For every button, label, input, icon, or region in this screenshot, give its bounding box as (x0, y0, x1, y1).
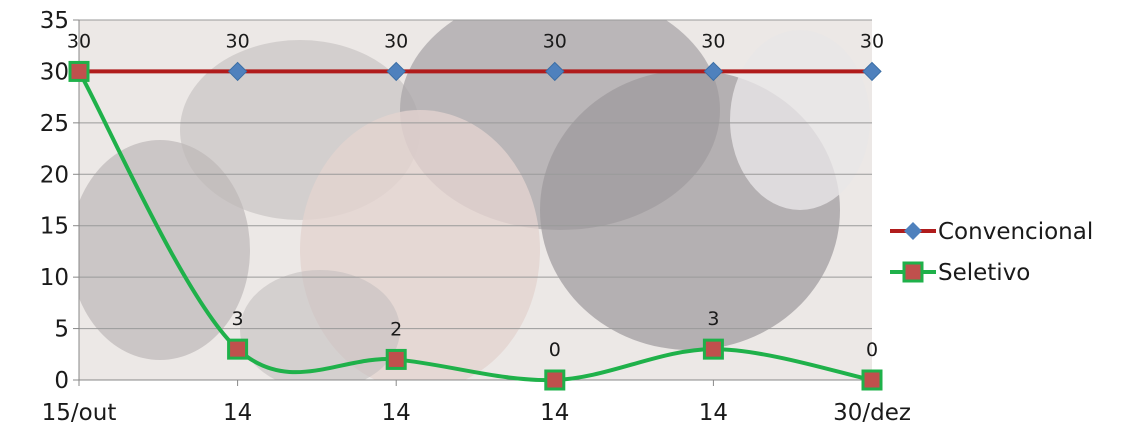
y-tick-label: 20 (40, 162, 69, 188)
y-tick-label: 25 (40, 111, 69, 137)
data-label-seletivo: 0 (866, 339, 878, 361)
x-tick-label: 14 (223, 400, 252, 426)
series-markers (68, 60, 883, 391)
x-tick-label: 15/out (42, 400, 117, 426)
marker-convencional (545, 61, 565, 82)
data-label-seletivo: 3 (232, 308, 244, 330)
y-tick-label: 15 (40, 214, 69, 240)
data-label-convencional: 30 (384, 30, 408, 52)
marker-convencional (703, 61, 724, 82)
gridlines (79, 19, 872, 330)
data-label-seletivo: 2 (390, 318, 402, 340)
marker-seletivo (544, 369, 566, 391)
y-tick-label: 0 (54, 368, 69, 394)
legend-marker-seletivo (902, 261, 924, 283)
x-tick-label: 14 (540, 400, 569, 426)
data-label-convencional: 30 (860, 30, 884, 52)
x-tick-label: 14 (382, 400, 411, 426)
marker-convencional (862, 61, 882, 82)
y-tick-label: 5 (54, 317, 69, 343)
x-tick-labels: 15/out 14 14 14 14 30/dez (42, 400, 911, 426)
marker-seletivo (702, 338, 724, 360)
data-label-seletivo: 0 (549, 339, 561, 361)
marker-convencional (386, 61, 406, 82)
background-photo (79, 20, 872, 380)
legend-label-convencional: Convencional (938, 219, 1093, 245)
legend: Convencional Seletivo (890, 219, 1093, 286)
marker-seletivo (227, 338, 249, 360)
x-tick-label: 14 (699, 400, 728, 426)
y-tick-label: 10 (40, 265, 69, 291)
marker-convencional (227, 61, 248, 82)
x-tick-label: 30/dez (833, 400, 911, 426)
data-label-convencional: 30 (701, 30, 725, 52)
y-tick-labels: 0 5 10 15 20 25 30 35 (40, 8, 69, 394)
data-label-convencional: 30 (226, 30, 250, 52)
legend-label-seletivo: Seletivo (938, 260, 1030, 286)
marker-seletivo (861, 369, 883, 391)
marker-seletivo (385, 348, 407, 370)
data-label-convencional: 30 (67, 30, 91, 52)
legend-marker-convencional (904, 222, 922, 240)
y-tick-label: 30 (40, 59, 69, 85)
y-tick-label: 35 (40, 8, 69, 34)
data-label-convencional: 30 (543, 30, 567, 52)
marker-seletivo (68, 60, 90, 82)
data-label-seletivo: 3 (707, 308, 719, 330)
